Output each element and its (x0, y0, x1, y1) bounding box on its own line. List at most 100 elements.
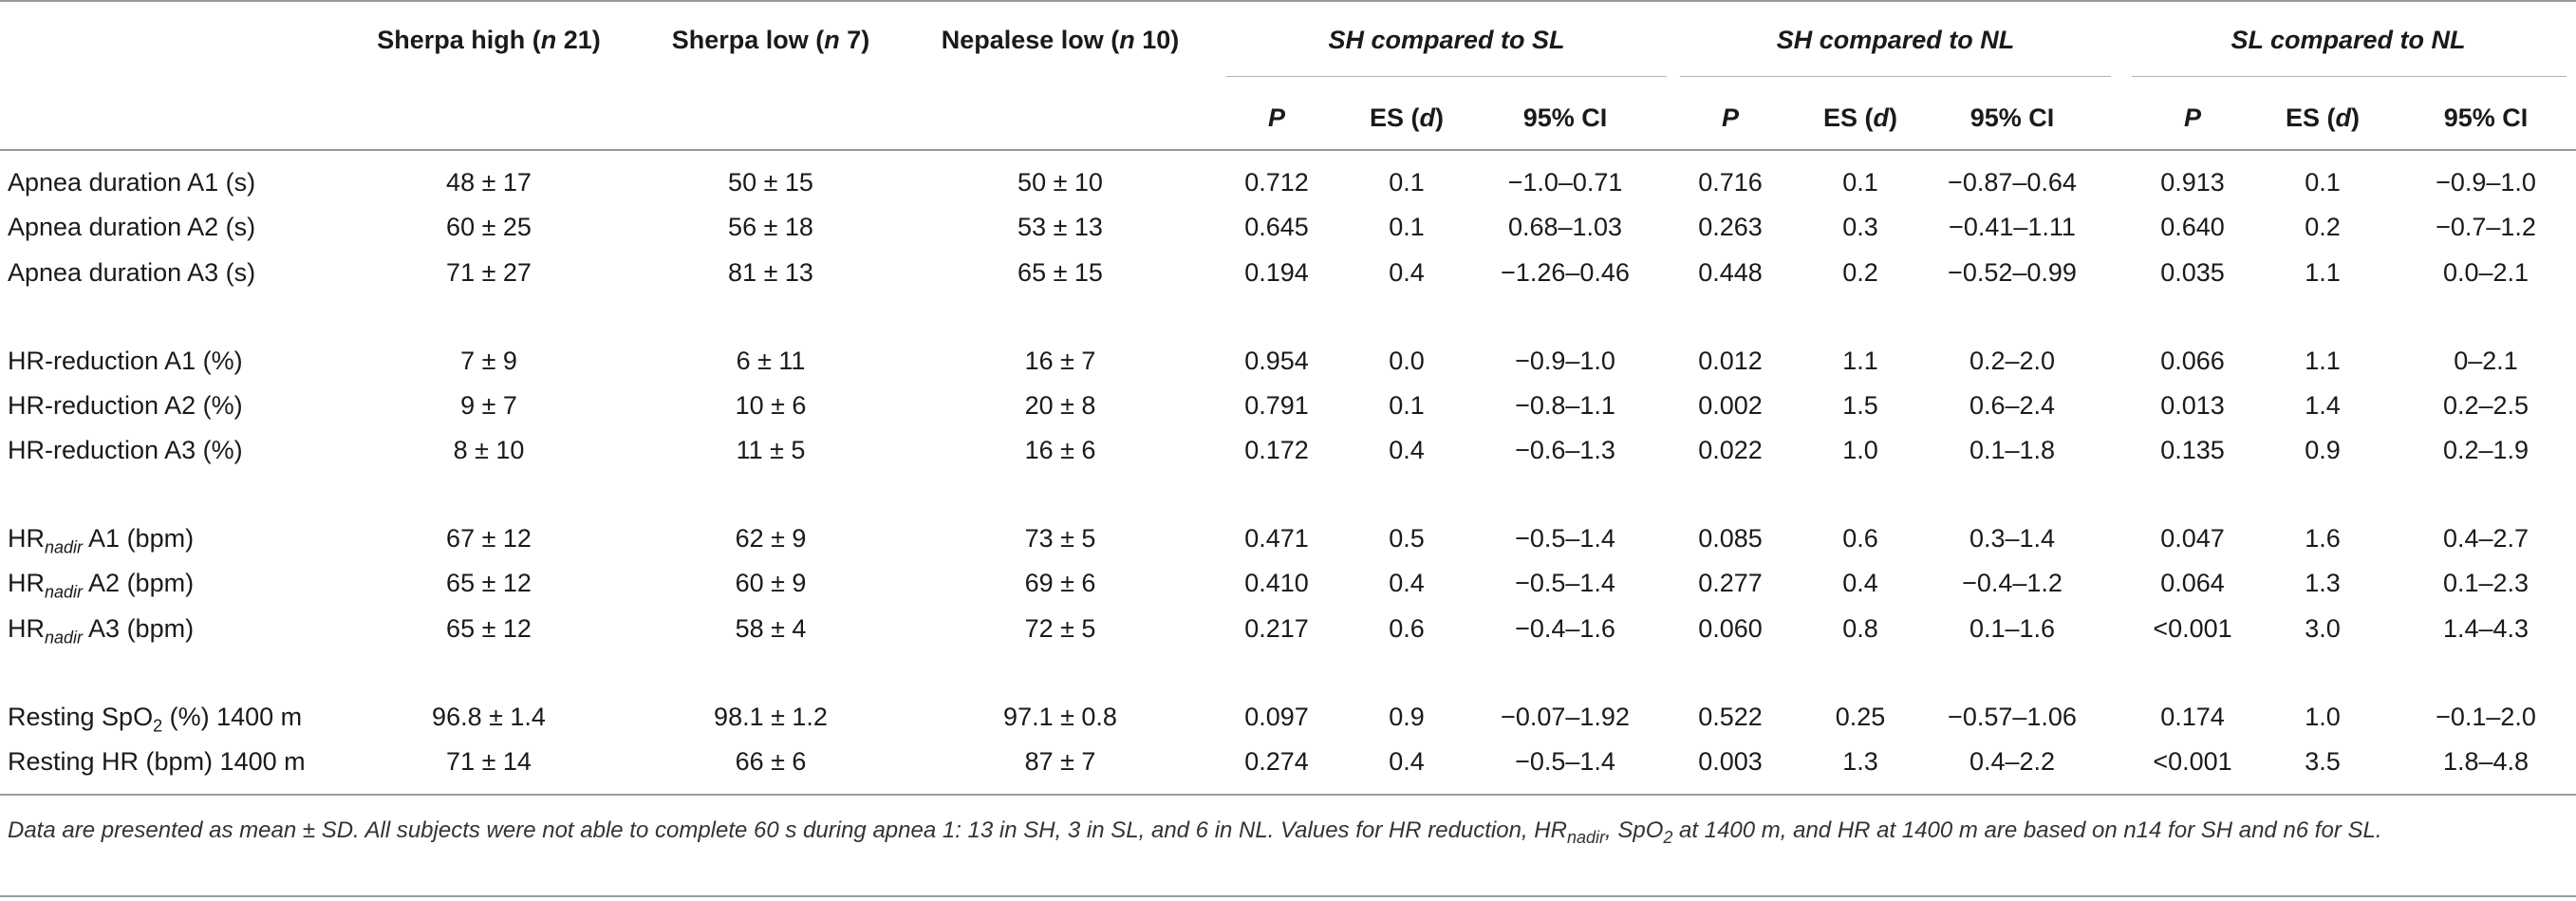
cell-es1: 0.4 (1389, 436, 1425, 464)
cell-es2: 0.6 (1842, 524, 1878, 553)
cell-sl: 10 ± 6 (735, 391, 807, 420)
subheader-ci-1: 95% CI (1522, 103, 1608, 132)
cell-nl: 53 ± 13 (1017, 213, 1103, 241)
header-rule (0, 149, 2576, 151)
cell-p2: 0.522 (1698, 703, 1763, 731)
cell-ci3: 1.4–4.3 (2442, 614, 2529, 643)
cell-es2: 0.25 (1835, 703, 1886, 731)
cell-p3: 0.913 (2160, 168, 2225, 197)
table-footnote: Data are presented as mean ± SD. All sub… (8, 817, 2382, 847)
cell-ci1: −1.0–0.71 (1507, 168, 1623, 197)
cell-sl: 6 ± 11 (736, 347, 806, 375)
subheader-es-3: ES (d) (2285, 103, 2361, 132)
row-label: Apnea duration A3 (s) (8, 258, 256, 287)
cell-p2: 0.716 (1698, 168, 1763, 197)
cell-ci2: 0.6–2.4 (1969, 391, 2056, 420)
cell-p1: 0.954 (1244, 347, 1309, 375)
cell-es1: 0.9 (1389, 703, 1425, 731)
cell-sh: 71 ± 27 (446, 258, 532, 287)
cell-ci1: −0.9–1.0 (1515, 347, 1615, 375)
cell-ci2: 0.1–1.6 (1969, 614, 2056, 643)
cell-p3: 0.013 (2160, 391, 2225, 420)
cell-es1: 0.1 (1389, 391, 1425, 420)
top-rule (0, 0, 2576, 2)
cell-es1: 0.4 (1389, 747, 1425, 776)
cell-sl: 56 ± 18 (728, 213, 813, 241)
row-label: Apnea duration A1 (s) (8, 168, 256, 197)
cell-p3: 0.174 (2160, 703, 2225, 731)
row-label: HR-reduction A3 (%) (8, 436, 243, 464)
cell-es2: 1.0 (1842, 436, 1878, 464)
cell-nl: 16 ± 7 (1024, 347, 1096, 375)
cell-ci1: 0.68–1.03 (1507, 213, 1623, 241)
cell-p2: 0.060 (1698, 614, 1763, 643)
cell-ci1: −0.8–1.1 (1515, 391, 1615, 420)
cell-p1: 0.791 (1244, 391, 1309, 420)
cell-nl: 50 ± 10 (1017, 168, 1103, 197)
cell-p1: 0.194 (1244, 258, 1309, 287)
cell-es3: 1.0 (2305, 703, 2341, 731)
cell-ci3: −0.7–1.2 (2436, 213, 2536, 241)
cell-es2: 0.4 (1842, 569, 1878, 597)
cell-sh: 65 ± 12 (446, 614, 532, 643)
cell-nl: 97.1 ± 0.8 (1003, 703, 1117, 731)
cmp2-underline (1680, 76, 2111, 77)
cell-es2: 0.2 (1842, 258, 1878, 287)
cell-ci2: −0.41–1.11 (1949, 213, 2076, 241)
cell-p3: <0.001 (2153, 614, 2232, 643)
cell-nl: 73 ± 5 (1024, 524, 1096, 553)
cell-ci1: −0.5–1.4 (1515, 747, 1615, 776)
cell-es3: 0.1 (2305, 168, 2341, 197)
cell-p3: 0.640 (2160, 213, 2225, 241)
cell-ci1: −0.4–1.6 (1515, 614, 1615, 643)
cell-nl: 72 ± 5 (1024, 614, 1096, 643)
cell-sh: 60 ± 25 (446, 213, 532, 241)
cell-ci2: 0.4–2.2 (1969, 747, 2056, 776)
cell-ci3: −0.9–1.0 (2436, 168, 2536, 197)
header-sl-vs-nl: SL compared to NL (2231, 26, 2466, 54)
cell-p1: 0.712 (1244, 168, 1309, 197)
cell-p2: 0.012 (1698, 347, 1763, 375)
cell-nl: 69 ± 6 (1024, 569, 1096, 597)
row-label: Resting SpO2 (%) 1400 m (8, 703, 303, 736)
cell-ci2: 0.1–1.8 (1969, 436, 2056, 464)
body-rule (0, 794, 2576, 796)
subheader-p-3: P (2183, 103, 2202, 132)
cell-es3: 3.0 (2305, 614, 2341, 643)
cell-p3: 0.066 (2160, 347, 2225, 375)
cell-p1: 0.274 (1244, 747, 1309, 776)
cell-es2: 0.3 (1842, 213, 1878, 241)
cell-ci1: −0.07–1.92 (1501, 703, 1630, 731)
subheader-ci-2: 95% CI (1969, 103, 2055, 132)
cell-es1: 0.1 (1389, 168, 1425, 197)
cell-p1: 0.217 (1244, 614, 1309, 643)
header-sh-vs-nl: SH compared to NL (1776, 26, 2015, 54)
cell-sh: 67 ± 12 (446, 524, 532, 553)
cell-ci3: 0–2.1 (2454, 347, 2518, 375)
cell-p3: 0.064 (2160, 569, 2225, 597)
cell-p1: 0.410 (1244, 569, 1309, 597)
cell-ci3: 1.8–4.8 (2442, 747, 2529, 776)
cell-sl: 81 ± 13 (728, 258, 813, 287)
cell-es1: 0.4 (1389, 258, 1425, 287)
subheader-es-1: ES (d) (1369, 103, 1445, 132)
cell-p2: 0.003 (1698, 747, 1763, 776)
cell-p2: 0.022 (1698, 436, 1763, 464)
cell-p2: 0.263 (1698, 213, 1763, 241)
cell-ci2: −0.52–0.99 (1948, 258, 2077, 287)
cell-es3: 0.2 (2305, 213, 2341, 241)
cell-ci3: 0.4–2.7 (2442, 524, 2529, 553)
cell-p2: 0.002 (1698, 391, 1763, 420)
row-label: HRnadir A3 (bpm) (8, 614, 195, 648)
cmp3-underline (2132, 76, 2567, 77)
cell-es1: 0.0 (1389, 347, 1425, 375)
row-label: Apnea duration A2 (s) (8, 213, 256, 241)
cell-p1: 0.645 (1244, 213, 1309, 241)
cell-sh: 65 ± 12 (446, 569, 532, 597)
cell-sl: 66 ± 6 (735, 747, 807, 776)
cell-sh: 8 ± 10 (453, 436, 525, 464)
cell-p3: 0.035 (2160, 258, 2225, 287)
row-label: HRnadir A1 (bpm) (8, 524, 195, 557)
cell-ci3: 0.2–1.9 (2442, 436, 2529, 464)
subheader-p-2: P (1721, 103, 1740, 132)
